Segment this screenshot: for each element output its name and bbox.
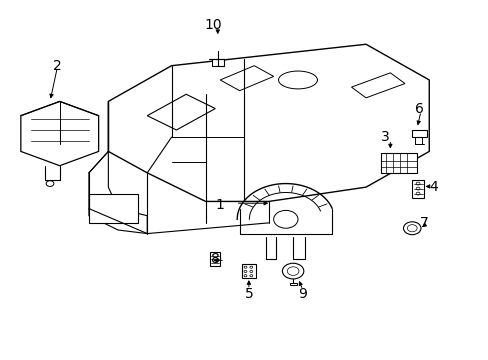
Text: 2: 2 xyxy=(53,59,61,73)
Text: 8: 8 xyxy=(210,252,219,266)
FancyBboxPatch shape xyxy=(411,130,426,137)
Polygon shape xyxy=(21,102,99,166)
Text: 10: 10 xyxy=(203,18,221,32)
Polygon shape xyxy=(108,44,428,202)
Circle shape xyxy=(249,266,252,268)
FancyBboxPatch shape xyxy=(411,180,424,198)
Circle shape xyxy=(244,266,246,268)
Circle shape xyxy=(244,275,246,277)
Text: 1: 1 xyxy=(215,198,224,212)
Circle shape xyxy=(415,187,419,190)
Polygon shape xyxy=(147,94,215,130)
Text: 5: 5 xyxy=(244,287,253,301)
Circle shape xyxy=(282,263,303,279)
Circle shape xyxy=(249,275,252,277)
Text: 4: 4 xyxy=(429,180,438,194)
Circle shape xyxy=(46,181,54,186)
Circle shape xyxy=(415,182,419,185)
Circle shape xyxy=(403,222,420,235)
Circle shape xyxy=(249,270,252,273)
Circle shape xyxy=(407,225,416,232)
Polygon shape xyxy=(220,66,273,91)
Text: 7: 7 xyxy=(419,216,428,230)
Circle shape xyxy=(273,210,297,228)
Circle shape xyxy=(287,267,298,275)
FancyBboxPatch shape xyxy=(211,59,223,66)
FancyBboxPatch shape xyxy=(380,153,416,173)
Polygon shape xyxy=(89,152,147,234)
Text: 9: 9 xyxy=(298,287,306,301)
FancyBboxPatch shape xyxy=(210,252,220,266)
FancyBboxPatch shape xyxy=(242,264,255,278)
Circle shape xyxy=(244,270,246,273)
Polygon shape xyxy=(351,73,404,98)
FancyBboxPatch shape xyxy=(289,283,296,285)
Text: 3: 3 xyxy=(380,130,389,144)
FancyBboxPatch shape xyxy=(89,194,137,223)
Circle shape xyxy=(415,192,419,195)
Text: 6: 6 xyxy=(414,102,423,116)
